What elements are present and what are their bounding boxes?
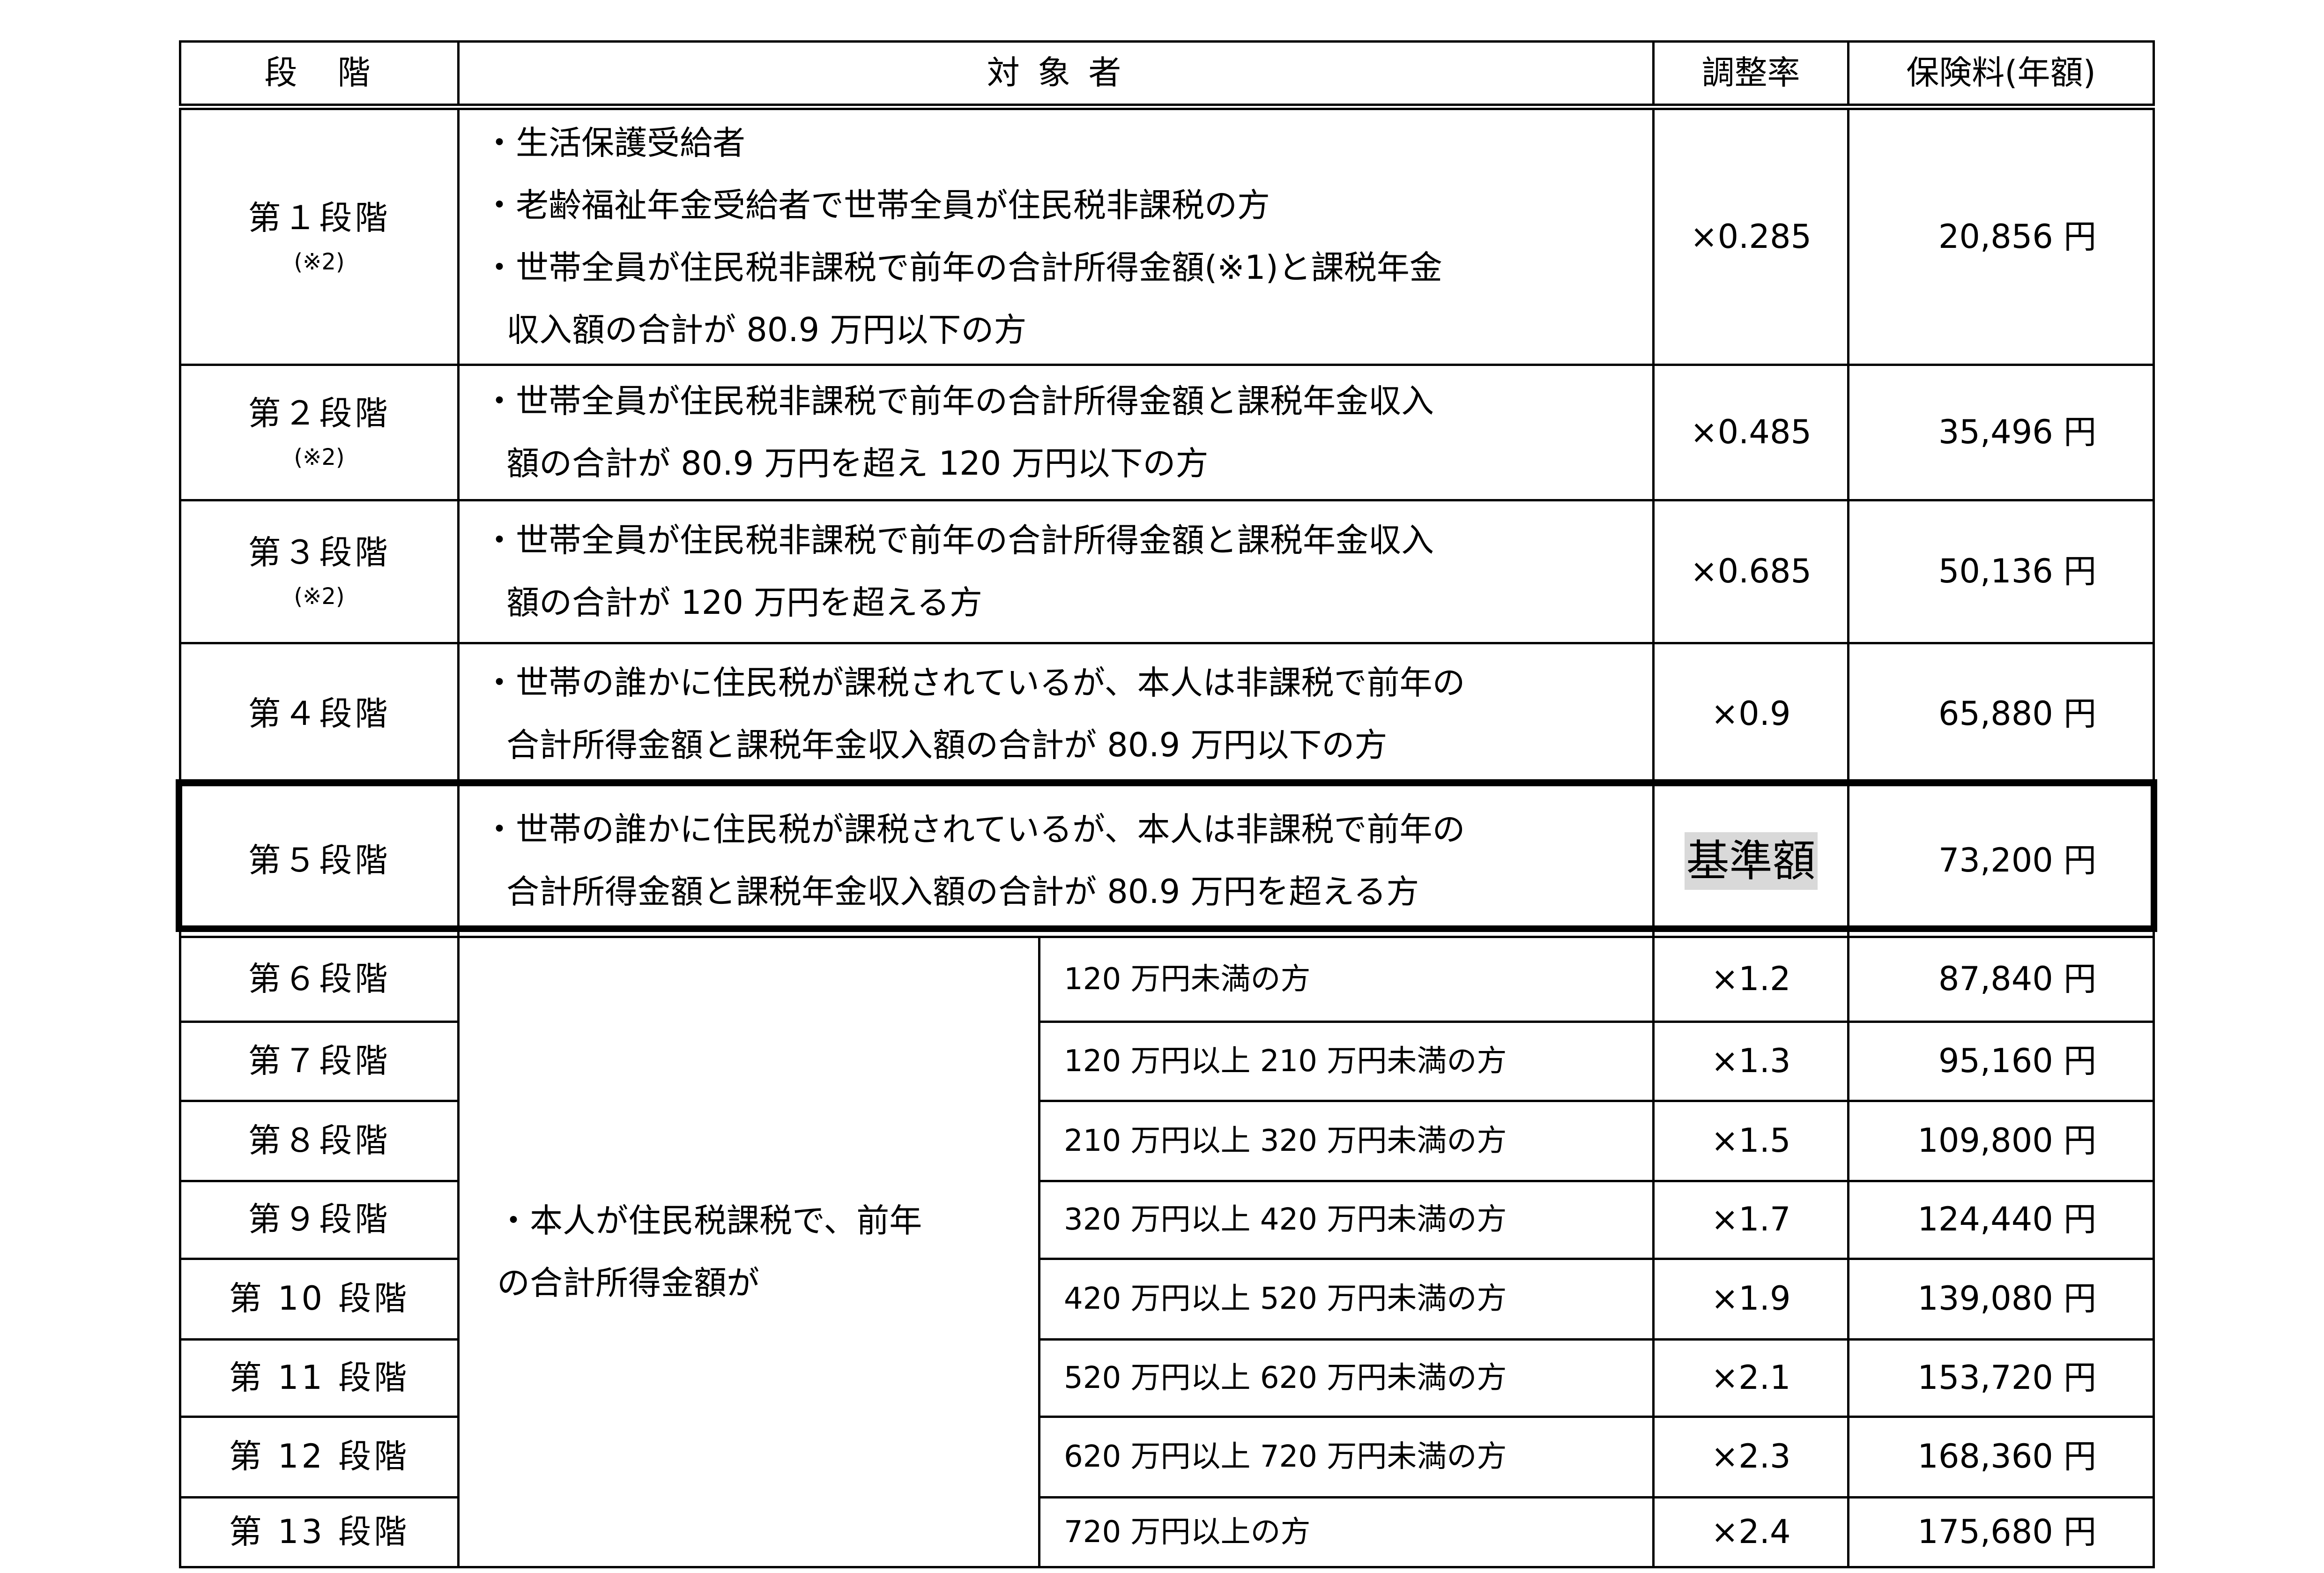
description-line: ・世帯全員が住民税非課税で前年の合計所得金額と課税年金収入 xyxy=(483,521,1434,559)
table-row: 第５段階 ・世帯の誰かに住民税が課税されているが、本人は非課税で前年の合計所得金額… xyxy=(179,783,2155,938)
stage-note: (※2) xyxy=(294,249,345,275)
description-line: ・本人が住民税課税で、前年 xyxy=(497,1201,922,1240)
rate-cell: ×0.685 xyxy=(1652,499,1850,644)
stage-note: (※2) xyxy=(294,583,345,610)
table-row: 第 12 段階 620 万円以上 720 万円未満の方 ×2.3 168,360 円 xyxy=(179,1415,2155,1498)
description-line: ・世帯の誰かに住民税が課税されているが、本人は非課税で前年の xyxy=(483,663,1465,702)
stage-note: (※2) xyxy=(294,444,345,471)
table-row: 第４段階 ・世帯の誰かに住民税が課税されているが、本人は非課税で前年の合計所得金額… xyxy=(179,641,2155,786)
table-row: 第６段階 ・本人が住民税課税で、前年 の合計所得金額が 120 万円未満の方 ×1.2 8… xyxy=(179,935,2155,1568)
table-row: 第 11 段階 520 万円以上 620 万円未満の方 ×2.1 153,720 円 xyxy=(179,1338,2155,1418)
description-line: ・世帯全員が住民税非課税で前年の合計所得金額(※1)と課税年金 xyxy=(483,248,1442,287)
rate-cell: ×0.285 xyxy=(1652,105,1850,366)
premium-cell: 73,200 円 xyxy=(1847,783,2155,938)
stage-cell: 第８段階 xyxy=(179,1099,460,1182)
premium-cell: 35,496 円 xyxy=(1847,363,2155,501)
stage-cell: 第 11 段階 xyxy=(179,1338,460,1418)
target-description: ・世帯全員が住民税非課税で前年の合計所得金額と課税年金収入額の合計が 80.9 … xyxy=(457,363,1655,501)
rate-cell: ×1.9 xyxy=(1652,1257,1850,1341)
stage-label: 第３段階 xyxy=(248,533,391,572)
target-description: ・世帯の誰かに住民税が課税されているが、本人は非課税で前年の合計所得金額と課税年… xyxy=(457,783,1655,938)
description-line: ・老齢福祉年金受給者で世帯全員が住民税非課税の方 xyxy=(483,186,1270,225)
description-line: ・世帯全員が住民税非課税で前年の合計所得金額と課税年金収入 xyxy=(483,381,1434,420)
income-range: 620 万円以上 720 万円未満の方 xyxy=(1038,1415,1655,1498)
stage-cell: 第４段階 xyxy=(179,641,460,786)
target-description: ・世帯全員が住民税非課税で前年の合計所得金額と課税年金収入額の合計が 120 万… xyxy=(457,499,1655,644)
table-row: 第７段階 120 万円以上 210 万円未満の方 ×1.3 95,160 円 xyxy=(179,1020,2155,1102)
premium-cell: 175,680 円 xyxy=(1847,1496,2155,1568)
table-row: 第 10 段階 420 万円以上 520 万円未満の方 ×1.9 139,080 円 xyxy=(179,1257,2155,1341)
stage-cell: 第 10 段階 xyxy=(179,1257,460,1341)
table-row: 第２段階 (※2) ・世帯全員が住民税非課税で前年の合計所得金額と課税年金収入額の合… xyxy=(179,363,2155,501)
rate-value: ×0.485 xyxy=(1690,412,1812,451)
premium-cell: 50,136 円 xyxy=(1847,499,2155,644)
income-range: 120 万円未満の方 xyxy=(1038,935,1655,1023)
stage-cell: 第 12 段階 xyxy=(179,1415,460,1498)
premium-cell: 95,160 円 xyxy=(1847,1020,2155,1102)
rate-value: ×0.285 xyxy=(1690,217,1812,256)
rate-cell: ×1.7 xyxy=(1652,1179,1850,1260)
table-row: 第３段階 (※2) ・世帯全員が住民税非課税で前年の合計所得金額と課税年金収入額の合… xyxy=(179,499,2155,644)
merged-target-description: ・本人が住民税課税で、前年 の合計所得金額が xyxy=(457,935,1040,1568)
stage-label: 第２段階 xyxy=(248,394,391,432)
rate-cell: ×1.2 xyxy=(1652,935,1850,1023)
income-range: 210 万円以上 320 万円未満の方 xyxy=(1038,1099,1655,1182)
target-description: ・世帯の誰かに住民税が課税されているが、本人は非課税で前年の合計所得金額と課税年… xyxy=(457,641,1655,786)
premium-cell: 168,360 円 xyxy=(1847,1415,2155,1498)
stage-cell: 第３段階 (※2) xyxy=(179,499,460,644)
rate-cell: ×2.4 xyxy=(1652,1496,1850,1568)
stage-label: 第１段階 xyxy=(248,198,391,237)
header-rate: 調整率 xyxy=(1652,40,1850,110)
description-line: 額の合計が 120 万円を超える方 xyxy=(506,583,983,622)
income-range: 420 万円以上 520 万円未満の方 xyxy=(1038,1257,1655,1341)
stage-label: 第４段階 xyxy=(248,694,391,733)
description-line: 収入額の合計が 80.9 万円以下の方 xyxy=(506,311,1027,350)
rate-cell: 基準額 xyxy=(1652,783,1850,938)
premium-table: 段 階 対 象 者 調整率 保険料(年額) 第１段階 (※2) ・生活保護受給者・老… xyxy=(179,40,2155,1568)
income-range: 120 万円以上 210 万円未満の方 xyxy=(1038,1020,1655,1102)
rate-cell: ×1.5 xyxy=(1652,1099,1850,1182)
rate-cell: ×0.485 xyxy=(1652,363,1850,501)
stage-cell: 第２段階 (※2) xyxy=(179,363,460,501)
premium-cell: 65,880 円 xyxy=(1847,641,2155,786)
table-row: 第９段階 320 万円以上 420 万円未満の方 ×1.7 124,440 円 xyxy=(179,1179,2155,1260)
description-line: ・生活保護受給者 xyxy=(483,124,745,163)
rate-value: ×0.9 xyxy=(1711,694,1791,733)
stage-cell: 第７段階 xyxy=(179,1020,460,1102)
target-description: ・生活保護受給者・老齢福祉年金受給者で世帯全員が住民税非課税の方・世帯全員が住民… xyxy=(457,105,1655,366)
description-line: 合計所得金額と課税年金収入額の合計が 80.9 万円以下の方 xyxy=(506,725,1388,764)
rate-cell: ×1.3 xyxy=(1652,1020,1850,1102)
rate-value: ×0.685 xyxy=(1690,552,1812,590)
income-range: 320 万円以上 420 万円未満の方 xyxy=(1038,1179,1655,1260)
table-row: 第１段階 (※2) ・生活保護受給者・老齢福祉年金受給者で世帯全員が住民税非課税の方… xyxy=(179,105,2155,366)
income-range: 520 万円以上 620 万円未満の方 xyxy=(1038,1338,1655,1418)
stage-cell: 第６段階 xyxy=(179,935,460,1023)
stage-cell: 第９段階 xyxy=(179,1179,460,1260)
header-target: 対 象 者 xyxy=(457,40,1655,110)
stage-cell: 第１段階 (※2) xyxy=(179,105,460,366)
header-premium: 保険料(年額) xyxy=(1847,40,2155,110)
description-line: の合計所得金額が xyxy=(497,1263,759,1302)
premium-cell: 139,080 円 xyxy=(1847,1257,2155,1341)
premium-cell: 109,800 円 xyxy=(1847,1099,2155,1182)
rate-cell: ×2.1 xyxy=(1652,1338,1850,1418)
rate-cell: ×2.3 xyxy=(1652,1415,1850,1498)
stage-cell: 第５段階 xyxy=(179,783,460,938)
rate-cell: ×0.9 xyxy=(1652,641,1850,786)
premium-cell: 153,720 円 xyxy=(1847,1338,2155,1418)
income-range: 720 万円以上の方 xyxy=(1038,1496,1655,1568)
description-line: 額の合計が 80.9 万円を超え 120 万円以下の方 xyxy=(506,444,1209,483)
stage-label: 第５段階 xyxy=(248,841,391,880)
premium-cell: 20,856 円 xyxy=(1847,105,2155,366)
rate-value: 基準額 xyxy=(1684,832,1818,890)
header-row: 段 階 対 象 者 調整率 保険料(年額) xyxy=(179,40,2155,110)
description-line: ・世帯の誰かに住民税が課税されているが、本人は非課税で前年の xyxy=(483,810,1465,849)
premium-cell: 87,840 円 xyxy=(1847,935,2155,1023)
stage-cell: 第 13 段階 xyxy=(179,1496,460,1568)
table-row: 第 13 段階 720 万円以上の方 ×2.4 175,680 円 xyxy=(179,1496,2155,1568)
table-row: 第８段階 210 万円以上 320 万円未満の方 ×1.5 109,800 円 xyxy=(179,1099,2155,1182)
premium-cell: 124,440 円 xyxy=(1847,1179,2155,1260)
description-line: 合計所得金額と課税年金収入額の合計が 80.9 万円を超える方 xyxy=(506,872,1419,911)
header-stage: 段 階 xyxy=(179,40,460,110)
